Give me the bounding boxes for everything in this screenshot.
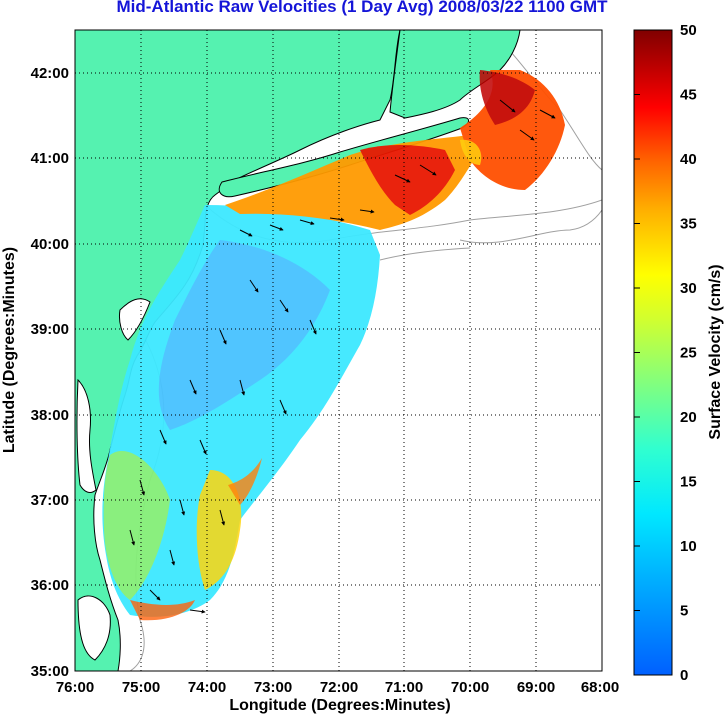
- y-tick-label: 39:00: [31, 321, 69, 338]
- y-tick-label: 36:00: [31, 577, 69, 594]
- x-tick-label: 70:00: [451, 679, 489, 696]
- y-axis: 35:00 36:00 37:00 38:00 39:00 40:00 41:0…: [1, 65, 69, 680]
- colorbar-tick-label: 20: [680, 409, 697, 426]
- map-grid: [75, 30, 602, 671]
- x-tick-label: 69:00: [517, 679, 555, 696]
- colorbar-label: Surface Velocity (cm/s): [707, 264, 724, 439]
- colorbar-ticks: 0 5 10 15 20 25 30 35 40 45 50: [634, 22, 697, 684]
- x-axis-label: Longitude (Degrees:Minutes): [229, 697, 450, 714]
- x-tick-label: 75:00: [122, 679, 160, 696]
- land-new-england: [389, 30, 521, 119]
- velocity-arrows: [129, 99, 556, 614]
- y-tick-label: 40:00: [31, 236, 69, 253]
- pamlico-sound: [77, 595, 111, 661]
- y-tick-label: 41:00: [31, 150, 69, 167]
- colorbar-gradient: [633, 29, 673, 676]
- map-title: Mid-Atlantic Raw Velocities (1 Day Avg) …: [116, 0, 608, 16]
- y-tick-label: 38:00: [31, 407, 69, 424]
- x-tick-label: 68:00: [581, 679, 619, 696]
- colorbar-tick-label: 25: [680, 345, 697, 362]
- colorbar-tick-label: 35: [680, 216, 697, 233]
- x-tick-label: 72:00: [320, 679, 358, 696]
- y-axis-label: Latitude (Degrees:Minutes): [1, 247, 18, 453]
- colorbar-tick-label: 15: [680, 474, 697, 491]
- y-tick-label: 37:00: [31, 492, 69, 509]
- colorbar-tick-label: 0: [680, 667, 688, 684]
- velocity-field: [102, 70, 565, 621]
- x-tick-label: 71:00: [385, 679, 423, 696]
- y-tick-label: 42:00: [31, 65, 69, 82]
- colorbar-tick-label: 45: [680, 87, 697, 104]
- x-tick-label: 74:00: [188, 679, 226, 696]
- chesapeake-bay: [76, 378, 97, 493]
- colorbar-tick-label: 50: [680, 22, 697, 39]
- x-axis: 76:00 75:00 74:00 73:00 72:00 71:00 70:0…: [56, 679, 619, 714]
- x-tick-label: 73:00: [254, 679, 292, 696]
- colorbar-tick-label: 5: [680, 603, 688, 620]
- colorbar: 0 5 10 15 20 25 30 35 40 45 50 Surface Velocity (c…: [633, 22, 724, 684]
- colorbar-tick-label: 10: [680, 538, 697, 555]
- colorbar-tick-label: 30: [680, 280, 697, 297]
- colorbar-tick-label: 40: [680, 151, 697, 168]
- y-tick-label: 35:00: [31, 663, 69, 680]
- x-tick-label: 76:00: [56, 679, 94, 696]
